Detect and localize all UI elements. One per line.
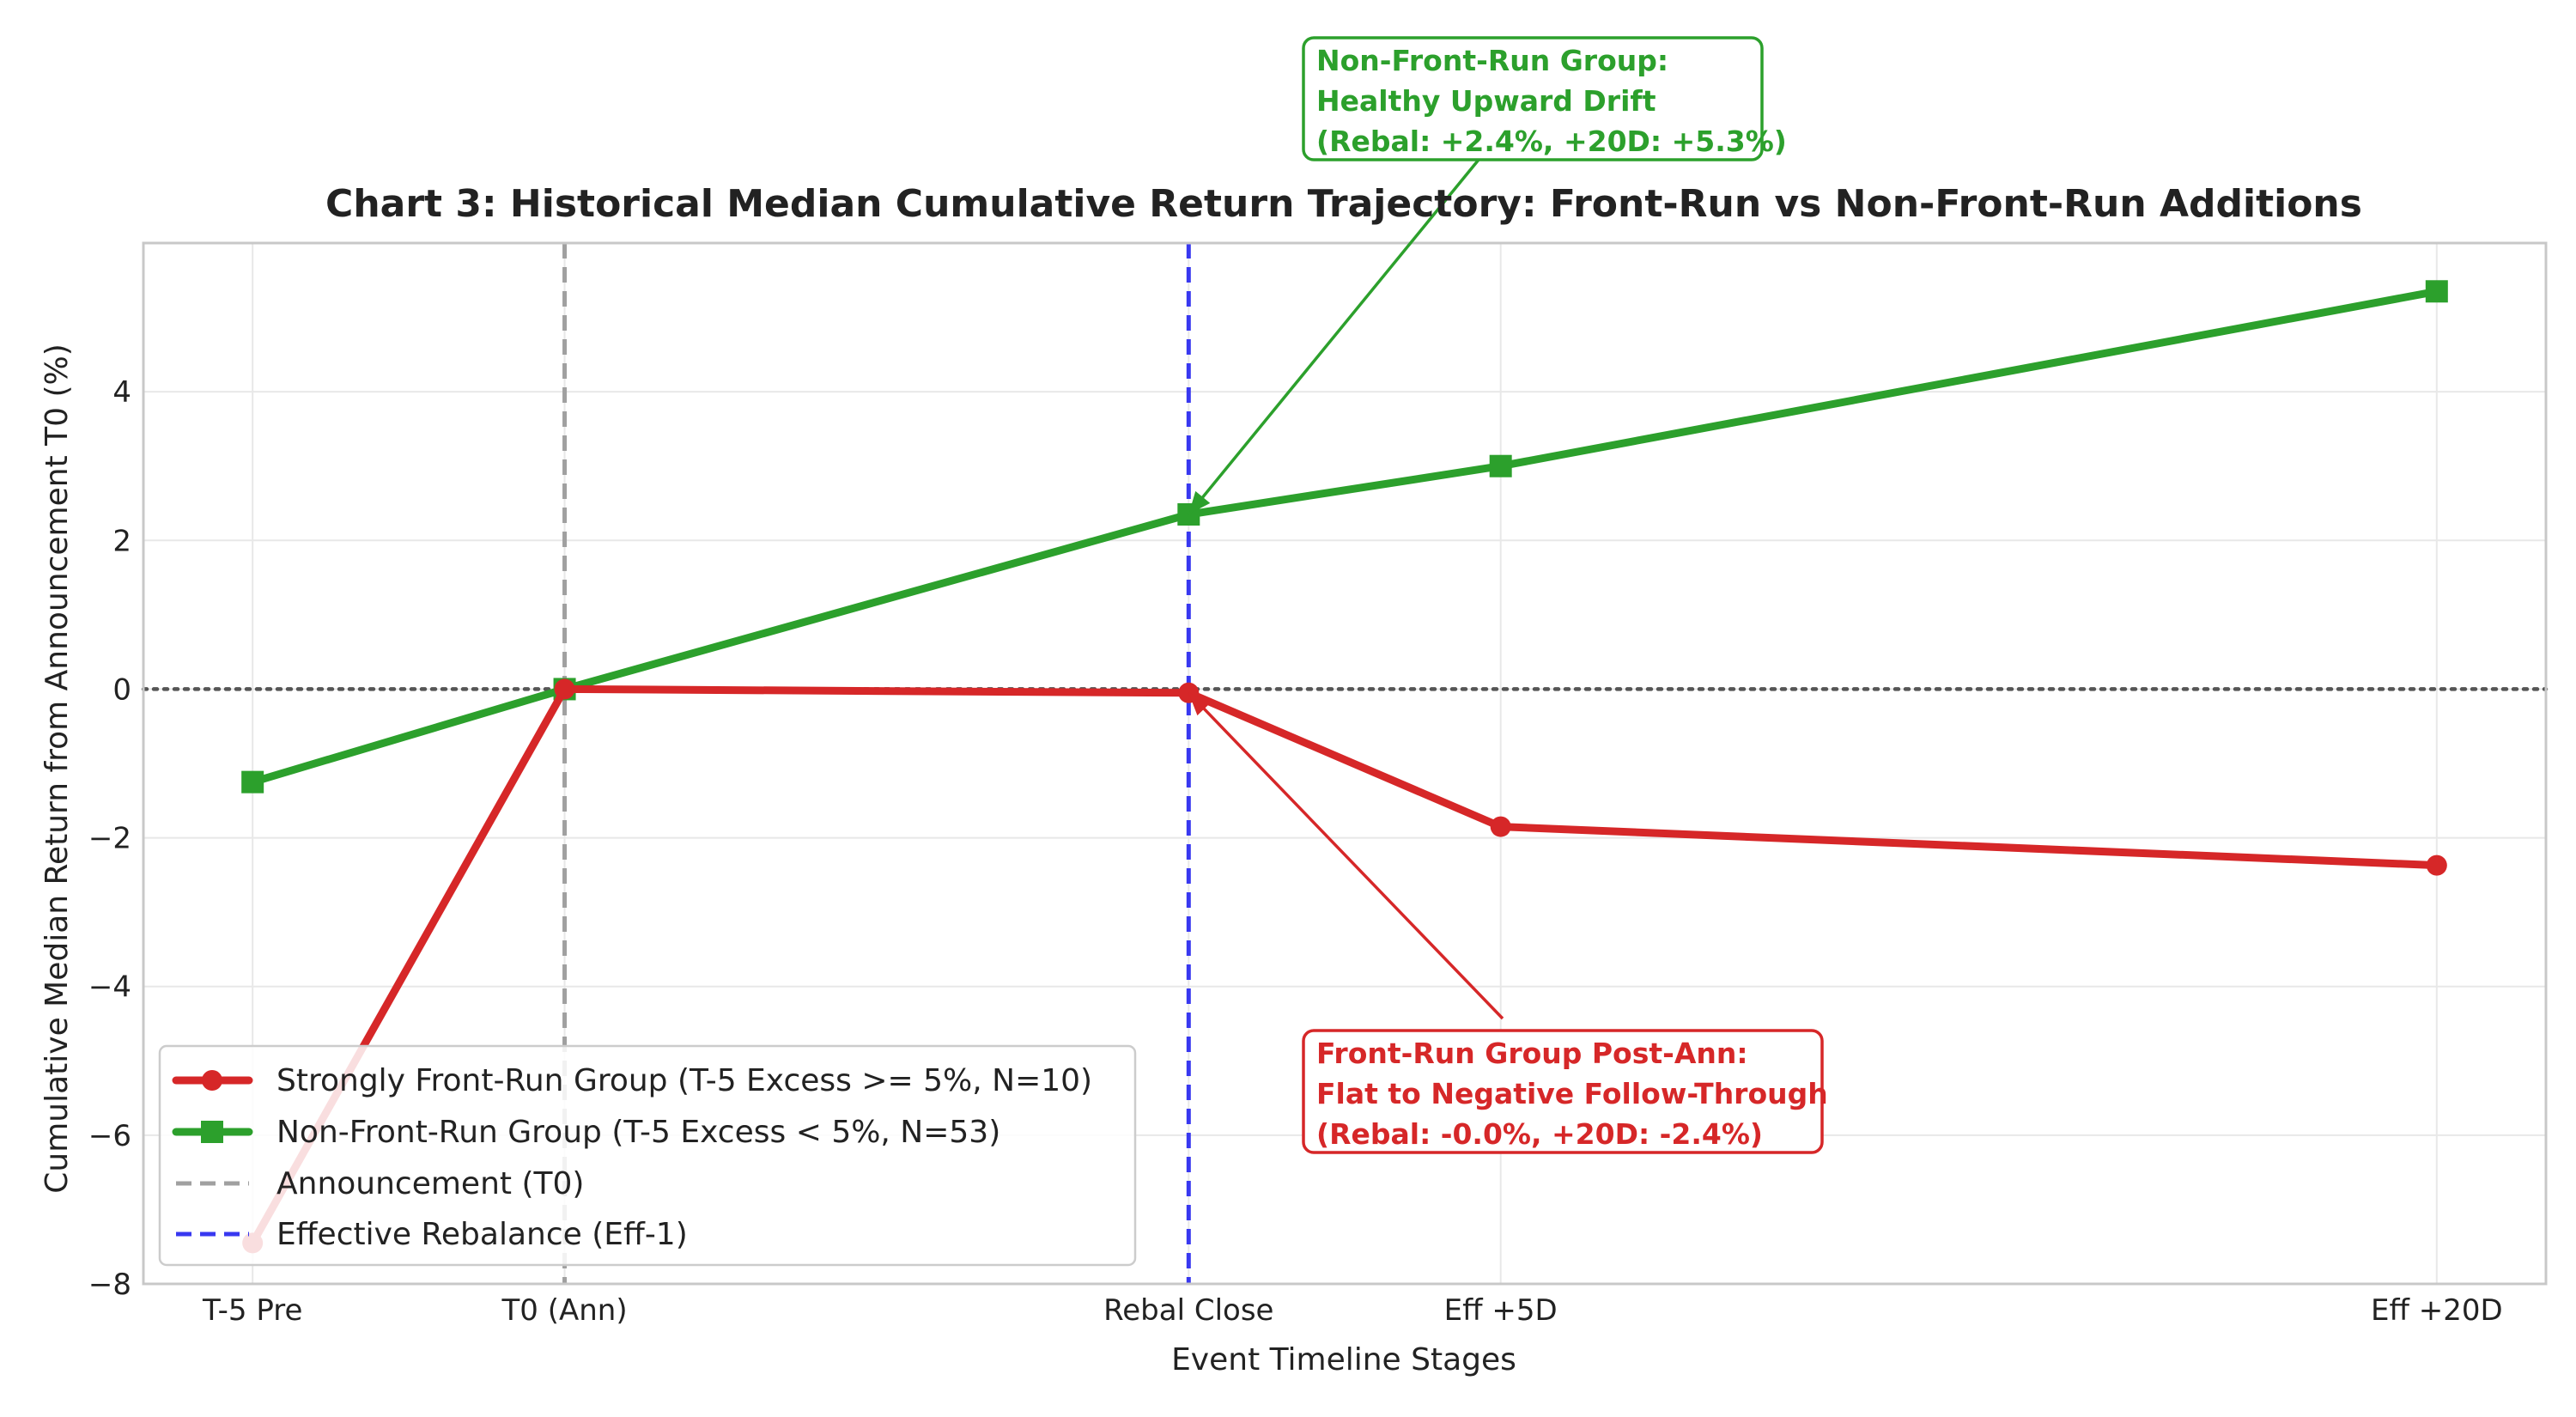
x-tick-label: Eff +5D [1444, 1293, 1558, 1328]
y-tick-label: −4 [88, 970, 131, 1005]
x-tick-label: T0 (Ann) [501, 1293, 628, 1328]
legend-box [158, 1044, 1137, 1267]
legend-layer: Strongly Front-Run Group (T-5 Excess >= … [158, 1044, 1137, 1267]
annotation-box [1302, 1029, 1824, 1154]
annotation-arrowhead [1188, 692, 1212, 716]
y-tick-label: −8 [88, 1268, 131, 1302]
data-point-circle [1490, 816, 1511, 837]
legend-entry-label: Strongly Front-Run Group (T-5 Excess >= … [276, 1063, 1092, 1098]
x-tick-label: T-5 Pre [202, 1293, 302, 1328]
legend-entry-label: Effective Rebalance (Eff-1) [276, 1217, 688, 1252]
y-tick-label: −2 [88, 822, 131, 856]
tick-labels-layer: −8 −6 −4 −2 0 2 4 T-5 Pre T0 (Ann) Rebal Close Eff… [88, 375, 2503, 1328]
annotation-box [1302, 36, 1764, 161]
annotation-text-line: Non-Front-Run Group: [1316, 44, 1668, 77]
annotations-layer: Non-Front-Run Group: Healthy Upward Drift… [1187, 36, 1828, 1154]
legend-entry-label: Non-Front-Run Group (T-5 Excess < 5%, N=… [276, 1115, 1000, 1150]
y-axis-label: Cumulative Median Return from Announceme… [39, 344, 75, 1194]
legend-entry-label: Announcement (T0) [276, 1166, 584, 1201]
x-tick-label: Eff +20D [2371, 1293, 2503, 1328]
axes-frame-layer [142, 241, 2548, 1286]
annotation-text-line: (Rebal: -0.0%, +20D: -2.4%) [1316, 1117, 1763, 1151]
y-tick-label: 2 [112, 524, 131, 558]
y-tick-label: 4 [112, 375, 131, 410]
data-point-circle [554, 678, 575, 700]
chart-title: Chart 3: Historical Median Cumulative Re… [325, 182, 2362, 226]
annotation-text-line: Healthy Upward Drift [1316, 84, 1656, 118]
annotation-text-line: (Rebal: +2.4%, +20D: +5.3%) [1316, 125, 1787, 158]
data-point-square [241, 770, 264, 794]
data-point-square [1489, 454, 1512, 477]
annotation-arrow [1188, 691, 1504, 1020]
annotation-text-line: Front-Run Group Post-Ann: [1316, 1037, 1748, 1070]
axes-frame [142, 241, 2548, 1286]
annotation-arrow [1187, 158, 1480, 516]
x-axis-label: Event Timeline Stages [1171, 1342, 1516, 1377]
legend-swatch-circle [202, 1070, 222, 1091]
x-tick-label: Rebal Close [1103, 1293, 1273, 1328]
y-tick-label: 0 [112, 672, 131, 707]
data-point-square [2425, 280, 2448, 303]
annotation-arrowhead [1188, 490, 1211, 514]
data-point-circle [2426, 854, 2447, 876]
y-tick-label: −6 [88, 1119, 131, 1153]
annotation-text-line: Flat to Negative Follow-Through [1316, 1077, 1828, 1110]
legend-swatch-square [201, 1121, 223, 1143]
